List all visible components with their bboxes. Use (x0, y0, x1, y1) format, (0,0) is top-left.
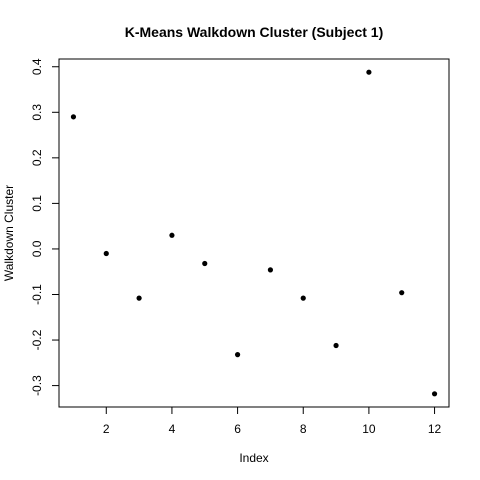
data-point (136, 295, 142, 301)
data-point (399, 290, 405, 296)
y-tick-label: -0.3 (30, 375, 44, 396)
data-point (333, 342, 339, 349)
x-tick-label: 10 (362, 422, 376, 436)
y-tick-label: 0.2 (30, 149, 44, 166)
data-point (431, 391, 438, 397)
y-tick-label: 0.4 (30, 58, 44, 75)
y-axis: -0.3 -0.2 -0.1 0.0 0.1 0.2 0.3 0.4 (30, 58, 60, 396)
x-tick-label: 4 (169, 422, 176, 436)
data-point (267, 267, 274, 273)
plot-frame (58, 58, 450, 408)
y-tick-label: 0.1 (30, 195, 44, 212)
data-point (366, 69, 372, 75)
data-point (202, 260, 208, 267)
data-point (169, 232, 175, 238)
data-points (70, 69, 438, 397)
x-tick-label: 8 (300, 422, 307, 436)
y-tick-label: 0.3 (30, 104, 44, 121)
data-point (103, 250, 109, 257)
x-axis-label: Index (239, 451, 268, 465)
x-tick-label: 12 (428, 422, 442, 436)
data-point (300, 295, 306, 301)
x-axis: 2 4 6 8 10 12 (103, 406, 442, 436)
y-tick-label: 0.0 (30, 240, 44, 257)
chart-title: K-Means Walkdown Cluster (Subject 1) (125, 24, 384, 40)
y-axis-label: Walkdown Cluster (2, 185, 16, 281)
y-tick-label: -0.1 (30, 284, 44, 305)
data-point (70, 114, 77, 120)
data-point (234, 352, 241, 358)
y-tick-label: -0.2 (30, 329, 44, 350)
x-tick-label: 2 (103, 422, 110, 436)
x-tick-label: 6 (234, 422, 241, 436)
